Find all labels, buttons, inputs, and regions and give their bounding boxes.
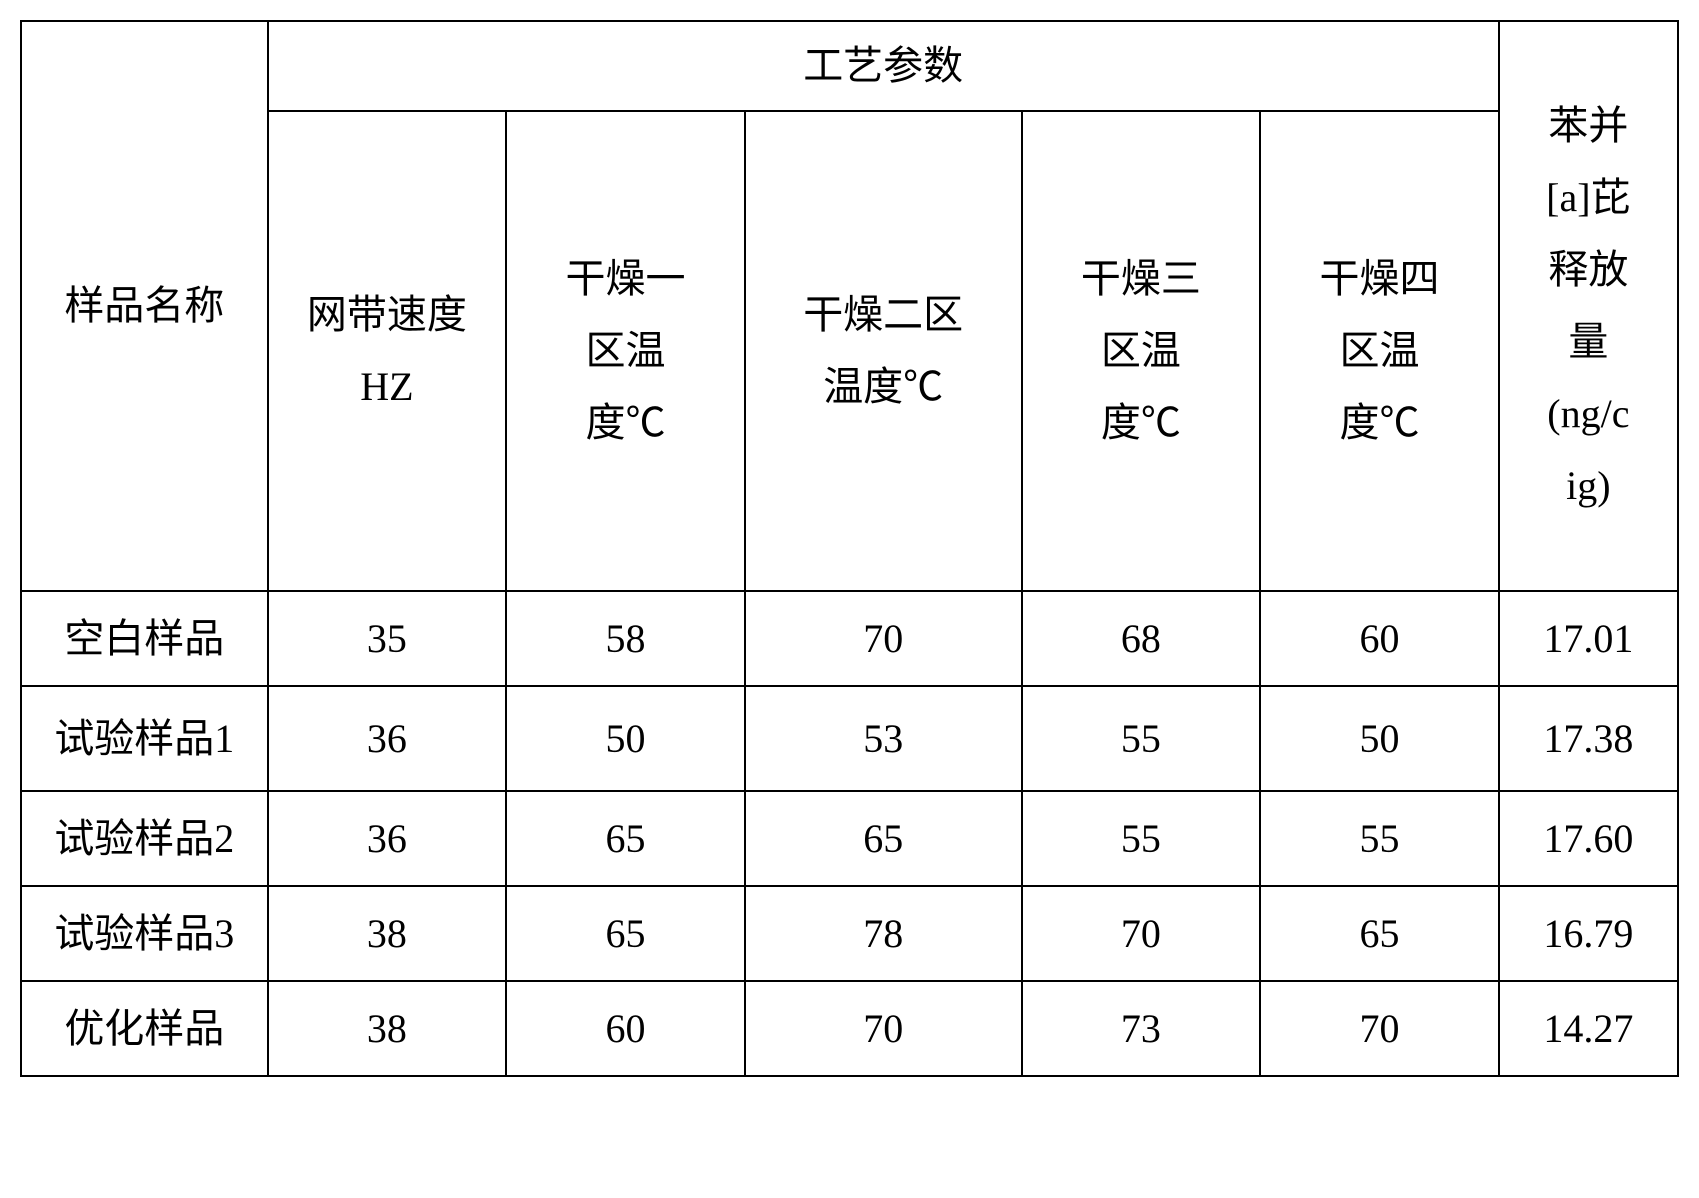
cell-zone1-temp: 58 — [506, 591, 745, 686]
cell-zone4-temp: 50 — [1260, 686, 1499, 791]
cell-zone3-temp: 70 — [1022, 886, 1261, 981]
header-zone4-temp: 干燥四区温度℃ — [1260, 111, 1499, 591]
cell-sample-name: 空白样品 — [21, 591, 268, 686]
cell-bap-emission: 16.79 — [1499, 886, 1678, 981]
cell-belt-speed: 36 — [268, 791, 507, 886]
cell-bap-emission: 17.60 — [1499, 791, 1678, 886]
data-table: 样品名称 工艺参数 苯并[a]芘释放量(ng/cig) 网带速度HZ 干燥一区温… — [20, 20, 1679, 1077]
cell-zone1-temp: 65 — [506, 886, 745, 981]
cell-belt-speed: 38 — [268, 886, 507, 981]
cell-bap-emission: 14.27 — [1499, 981, 1678, 1076]
header-row-2: 网带速度HZ 干燥一区温度℃ 干燥二区温度℃ 干燥三区温度℃ 干燥四区温度℃ — [21, 111, 1678, 591]
cell-sample-name: 试验样品2 — [21, 791, 268, 886]
cell-zone1-temp: 65 — [506, 791, 745, 886]
table-row: 试验样品1 36 50 53 55 50 17.38 — [21, 686, 1678, 791]
table-row: 优化样品 38 60 70 73 70 14.27 — [21, 981, 1678, 1076]
cell-zone3-temp: 55 — [1022, 791, 1261, 886]
header-sample-name: 样品名称 — [21, 21, 268, 591]
cell-zone1-temp: 50 — [506, 686, 745, 791]
cell-sample-name: 试验样品3 — [21, 886, 268, 981]
cell-zone2-temp: 70 — [745, 591, 1022, 686]
cell-zone1-temp: 60 — [506, 981, 745, 1076]
cell-zone2-temp: 65 — [745, 791, 1022, 886]
cell-bap-emission: 17.01 — [1499, 591, 1678, 686]
header-zone2-temp: 干燥二区温度℃ — [745, 111, 1022, 591]
cell-zone3-temp: 73 — [1022, 981, 1261, 1076]
cell-bap-emission: 17.38 — [1499, 686, 1678, 791]
cell-zone2-temp: 53 — [745, 686, 1022, 791]
header-bap-emission: 苯并[a]芘释放量(ng/cig) — [1499, 21, 1678, 591]
header-process-params: 工艺参数 — [268, 21, 1499, 111]
cell-sample-name: 试验样品1 — [21, 686, 268, 791]
table-row: 空白样品 35 58 70 68 60 17.01 — [21, 591, 1678, 686]
cell-belt-speed: 36 — [268, 686, 507, 791]
cell-zone4-temp: 70 — [1260, 981, 1499, 1076]
cell-zone2-temp: 78 — [745, 886, 1022, 981]
cell-belt-speed: 38 — [268, 981, 507, 1076]
cell-zone4-temp: 60 — [1260, 591, 1499, 686]
header-zone3-temp: 干燥三区温度℃ — [1022, 111, 1261, 591]
header-zone1-temp: 干燥一区温度℃ — [506, 111, 745, 591]
cell-zone3-temp: 68 — [1022, 591, 1261, 686]
header-row-1: 样品名称 工艺参数 苯并[a]芘释放量(ng/cig) — [21, 21, 1678, 111]
cell-zone3-temp: 55 — [1022, 686, 1261, 791]
table-row: 试验样品3 38 65 78 70 65 16.79 — [21, 886, 1678, 981]
cell-zone4-temp: 65 — [1260, 886, 1499, 981]
cell-sample-name: 优化样品 — [21, 981, 268, 1076]
header-belt-speed: 网带速度HZ — [268, 111, 507, 591]
cell-zone4-temp: 55 — [1260, 791, 1499, 886]
cell-zone2-temp: 70 — [745, 981, 1022, 1076]
cell-belt-speed: 35 — [268, 591, 507, 686]
table-row: 试验样品2 36 65 65 55 55 17.60 — [21, 791, 1678, 886]
